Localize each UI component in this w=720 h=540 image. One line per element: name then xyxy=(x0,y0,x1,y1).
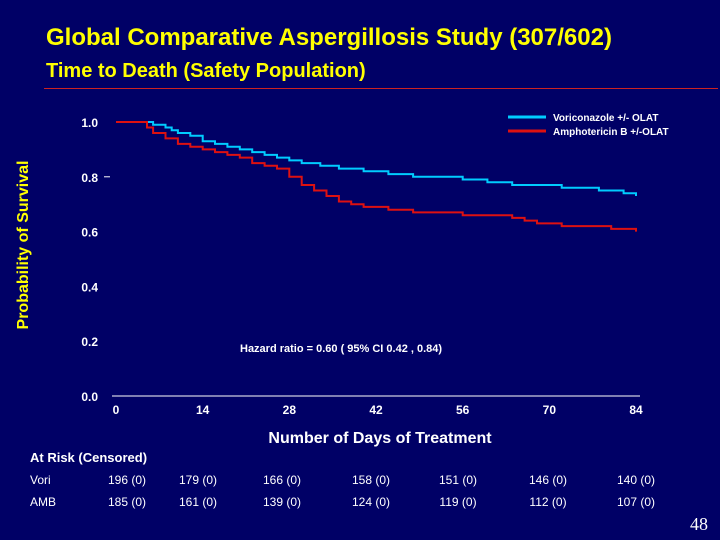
series-lines xyxy=(116,121,637,232)
at-risk-cell: 179 (0) xyxy=(178,473,218,487)
at-risk-cell: 161 (0) xyxy=(178,495,218,509)
y-tick-label: 0.8 xyxy=(81,171,98,185)
y-tick-label: 0.2 xyxy=(81,335,98,349)
at-risk-title: At Risk (Censored) xyxy=(30,450,148,465)
at-risk-row: AMB 185 (0) 161 (0) 139 (0) 124 (0) 119 (0) 11… xyxy=(0,495,720,511)
at-risk-cell: 158 (0) xyxy=(351,473,391,487)
title-divider xyxy=(44,88,718,89)
page-subtitle: Time to Death (Safety Population) xyxy=(46,60,366,82)
y-axis-ticks: 0.0 0.2 0.4 0.6 0.8 1.0 xyxy=(81,116,110,404)
at-risk-cell: 124 (0) xyxy=(351,495,391,509)
page-number: 48 xyxy=(690,514,708,534)
legend-label: Voriconazole +/- OLAT xyxy=(553,113,658,124)
at-risk-cell: 151 (0) xyxy=(438,473,478,487)
x-tick-label: 0 xyxy=(113,403,120,417)
at-risk-cell: 146 (0) xyxy=(528,473,568,487)
legend-label: Amphotericin B +/-OLAT xyxy=(553,127,669,138)
at-risk-cell: 196 (0) xyxy=(107,473,147,487)
at-risk-cell: 166 (0) xyxy=(262,473,302,487)
at-risk-row-label: AMB xyxy=(30,495,57,509)
page-title: Global Comparative Aspergillosis Study (… xyxy=(46,24,612,51)
x-tick-label: 28 xyxy=(283,403,297,417)
y-tick-label: 0.4 xyxy=(81,280,98,294)
at-risk-row: Vori 196 (0) 179 (0) 166 (0) 158 (0) 151 (0) 1… xyxy=(0,473,720,489)
at-risk-cell: 107 (0) xyxy=(616,495,656,509)
at-risk-cell: 140 (0) xyxy=(616,473,656,487)
x-tick-label: 84 xyxy=(629,403,643,417)
y-tick-label: 1.0 xyxy=(81,116,98,130)
y-axis-label: Probability of Survival xyxy=(15,160,32,330)
x-tick-label: 56 xyxy=(456,403,470,417)
at-risk-cell: 119 (0) xyxy=(439,495,477,509)
x-tick-label: 14 xyxy=(196,403,210,417)
series-line-voriconazole xyxy=(116,121,637,196)
at-risk-cell: 139 (0) xyxy=(262,495,302,509)
x-tick-label: 42 xyxy=(369,403,383,417)
hazard-ratio-annotation: Hazard ratio = 0.60 ( 95% CI 0.42 , 0.84… xyxy=(240,343,442,355)
at-risk-cell: 112 (0) xyxy=(529,495,567,509)
chart-legend: Voriconazole +/- OLAT Amphotericin B +/-O… xyxy=(508,113,669,138)
x-axis-ticks: 0 14 28 42 56 70 84 xyxy=(113,403,643,417)
at-risk-cell: 185 (0) xyxy=(107,495,147,509)
series-line-amphotericin xyxy=(116,121,637,232)
x-tick-label: 70 xyxy=(543,403,557,417)
y-tick-label: 0.0 xyxy=(81,390,98,404)
x-axis-label: Number of Days of Treatment xyxy=(268,430,492,447)
at-risk-row-label: Vori xyxy=(30,473,51,487)
y-tick-label: 0.6 xyxy=(81,226,98,240)
